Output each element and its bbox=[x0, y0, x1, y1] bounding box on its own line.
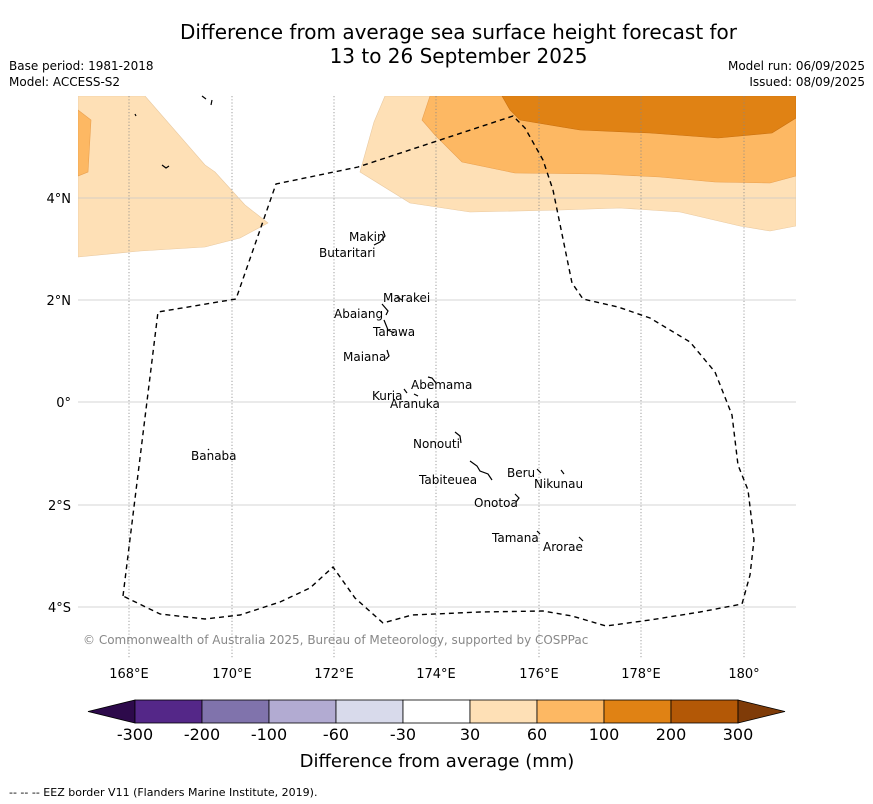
x-tick-180: 180° bbox=[728, 667, 759, 682]
colorbar-swatch bbox=[536, 699, 605, 724]
model-run: Model run: 06/09/2025 bbox=[727, 59, 865, 73]
anomaly-left-30-60 bbox=[78, 96, 269, 258]
colorbar-label: Difference from average (mm) bbox=[300, 751, 575, 772]
y-tick-labels: 4°N 2°N 0° 2°S 4°S bbox=[47, 192, 72, 616]
colorbar-tick-label: 100 bbox=[589, 725, 620, 744]
island-north-2 bbox=[210, 99, 213, 106]
y-tick-4s: 4°S bbox=[48, 601, 71, 616]
label-maiana: Maiana bbox=[343, 350, 386, 364]
y-tick-0: 0° bbox=[56, 396, 71, 411]
colorbar-swatch bbox=[268, 699, 337, 724]
colorbar-swatch bbox=[134, 699, 203, 724]
x-tick-172: 172°E bbox=[314, 667, 354, 682]
y-tick-2n: 2°N bbox=[47, 294, 72, 309]
y-tick-2s: 2°S bbox=[48, 499, 71, 514]
anomaly-fill bbox=[78, 96, 796, 258]
colorbar-tick-label: -200 bbox=[184, 725, 220, 744]
island-banaba-shape bbox=[207, 448, 210, 451]
island-onotoa-shape bbox=[514, 493, 520, 503]
island-beru-shape bbox=[536, 468, 542, 474]
x-tick-176: 176°E bbox=[519, 667, 559, 682]
model-name: Model: ACCESS-S2 bbox=[9, 75, 121, 89]
islands bbox=[134, 95, 584, 542]
label-tamana: Tamana bbox=[491, 531, 539, 545]
colorbar-swatch bbox=[201, 699, 270, 724]
anomaly-right-100-200 bbox=[501, 96, 796, 139]
colorbar-swatch bbox=[603, 699, 672, 724]
label-onotoa: Onotoa bbox=[474, 496, 518, 510]
colorbar-swatch bbox=[402, 699, 471, 724]
x-tick-170: 170°E bbox=[212, 667, 252, 682]
island-marakei-shape bbox=[396, 296, 403, 301]
island-nikunau-shape bbox=[560, 469, 565, 475]
y-tick-4n: 4°N bbox=[47, 192, 72, 207]
copyright-text: © Commonwealth of Australia 2025, Bureau… bbox=[83, 633, 588, 647]
label-makin: Makin bbox=[349, 230, 385, 244]
colorbar-tick-label: -300 bbox=[117, 725, 153, 744]
island-north-4 bbox=[161, 164, 170, 169]
label-tabiteuea: Tabiteuea bbox=[418, 473, 477, 487]
colorbar-tick-label: -100 bbox=[251, 725, 287, 744]
label-nonouti: Nonouti bbox=[413, 437, 460, 451]
colorbar-tick-label: 60 bbox=[527, 725, 547, 744]
colorbar-tick-label: -30 bbox=[390, 725, 416, 744]
label-abaiang: Abaiang bbox=[334, 307, 383, 321]
issued-date: Issued: 08/09/2025 bbox=[749, 75, 865, 89]
island-abemama-shape bbox=[427, 376, 437, 384]
colorbar-swatch bbox=[670, 699, 739, 724]
label-beru: Beru bbox=[507, 466, 535, 480]
eez-footnote: -- -- -- EEZ border V11 (Flanders Marine… bbox=[9, 786, 318, 799]
label-arorae: Arorae bbox=[543, 540, 583, 554]
island-nonouti-shape bbox=[454, 431, 462, 444]
island-tarawa-shape bbox=[383, 319, 395, 334]
label-aranuka: Aranuka bbox=[390, 397, 440, 411]
colorbar-extend-low bbox=[87, 699, 136, 724]
island-tamana-shape bbox=[536, 530, 541, 535]
label-nikunau: Nikunau bbox=[534, 477, 583, 491]
colorbar-extend-high bbox=[737, 699, 786, 724]
colorbar-tick-label: -60 bbox=[323, 725, 349, 744]
title-line-2: 13 to 26 September 2025 bbox=[329, 44, 588, 68]
chart-title: Difference from average sea surface heig… bbox=[0, 20, 873, 68]
island-maiana-shape bbox=[385, 349, 390, 360]
gridlines bbox=[78, 96, 796, 658]
meta-left: Base period: 1981-2018 Model: ACCESS-S2 bbox=[9, 58, 154, 90]
colorbar-tick-label: 30 bbox=[460, 725, 480, 744]
title-line-1: Difference from average sea surface heig… bbox=[179, 20, 738, 44]
island-makin-shape bbox=[373, 230, 386, 246]
x-tick-174: 174°E bbox=[416, 667, 456, 682]
colorbar: -300 -200 -100 -60 -30 30 60 100 200 300 bbox=[87, 699, 786, 744]
x-tick-168: 168°E bbox=[109, 667, 149, 682]
island-labels: Makin Butaritari Marakei Abaiang Tarawa … bbox=[191, 230, 583, 554]
base-period: Base period: 1981-2018 bbox=[9, 59, 154, 73]
x-tick-labels: 168°E 170°E 172°E 174°E 176°E 178°E 180° bbox=[109, 667, 759, 682]
label-butaritari: Butaritari bbox=[319, 246, 376, 260]
label-kuria: Kuria bbox=[372, 389, 403, 403]
colorbar-swatch bbox=[335, 699, 404, 724]
island-north-3 bbox=[134, 113, 137, 117]
island-aranuka-shape bbox=[413, 393, 419, 397]
colorbar-tick-label: 200 bbox=[656, 725, 687, 744]
island-north-1 bbox=[201, 95, 207, 100]
colorbar-swatch bbox=[469, 699, 538, 724]
label-marakei: Marakei bbox=[383, 291, 430, 305]
island-kuria-shape bbox=[403, 388, 408, 394]
colorbar-tick-label: 300 bbox=[723, 725, 754, 744]
label-banaba: Banaba bbox=[191, 449, 237, 463]
meta-right: Model run: 06/09/2025 Issued: 08/09/2025 bbox=[728, 58, 865, 90]
label-tarawa: Tarawa bbox=[372, 325, 415, 339]
island-abaiang-shape bbox=[381, 303, 389, 316]
x-tick-178: 178°E bbox=[621, 667, 661, 682]
anomaly-left-60-100 bbox=[78, 109, 92, 177]
eez-border bbox=[122, 115, 755, 627]
island-arorae-shape bbox=[578, 536, 584, 542]
label-abemama: Abemama bbox=[411, 378, 472, 392]
island-tabiteuea-shape bbox=[469, 460, 493, 481]
